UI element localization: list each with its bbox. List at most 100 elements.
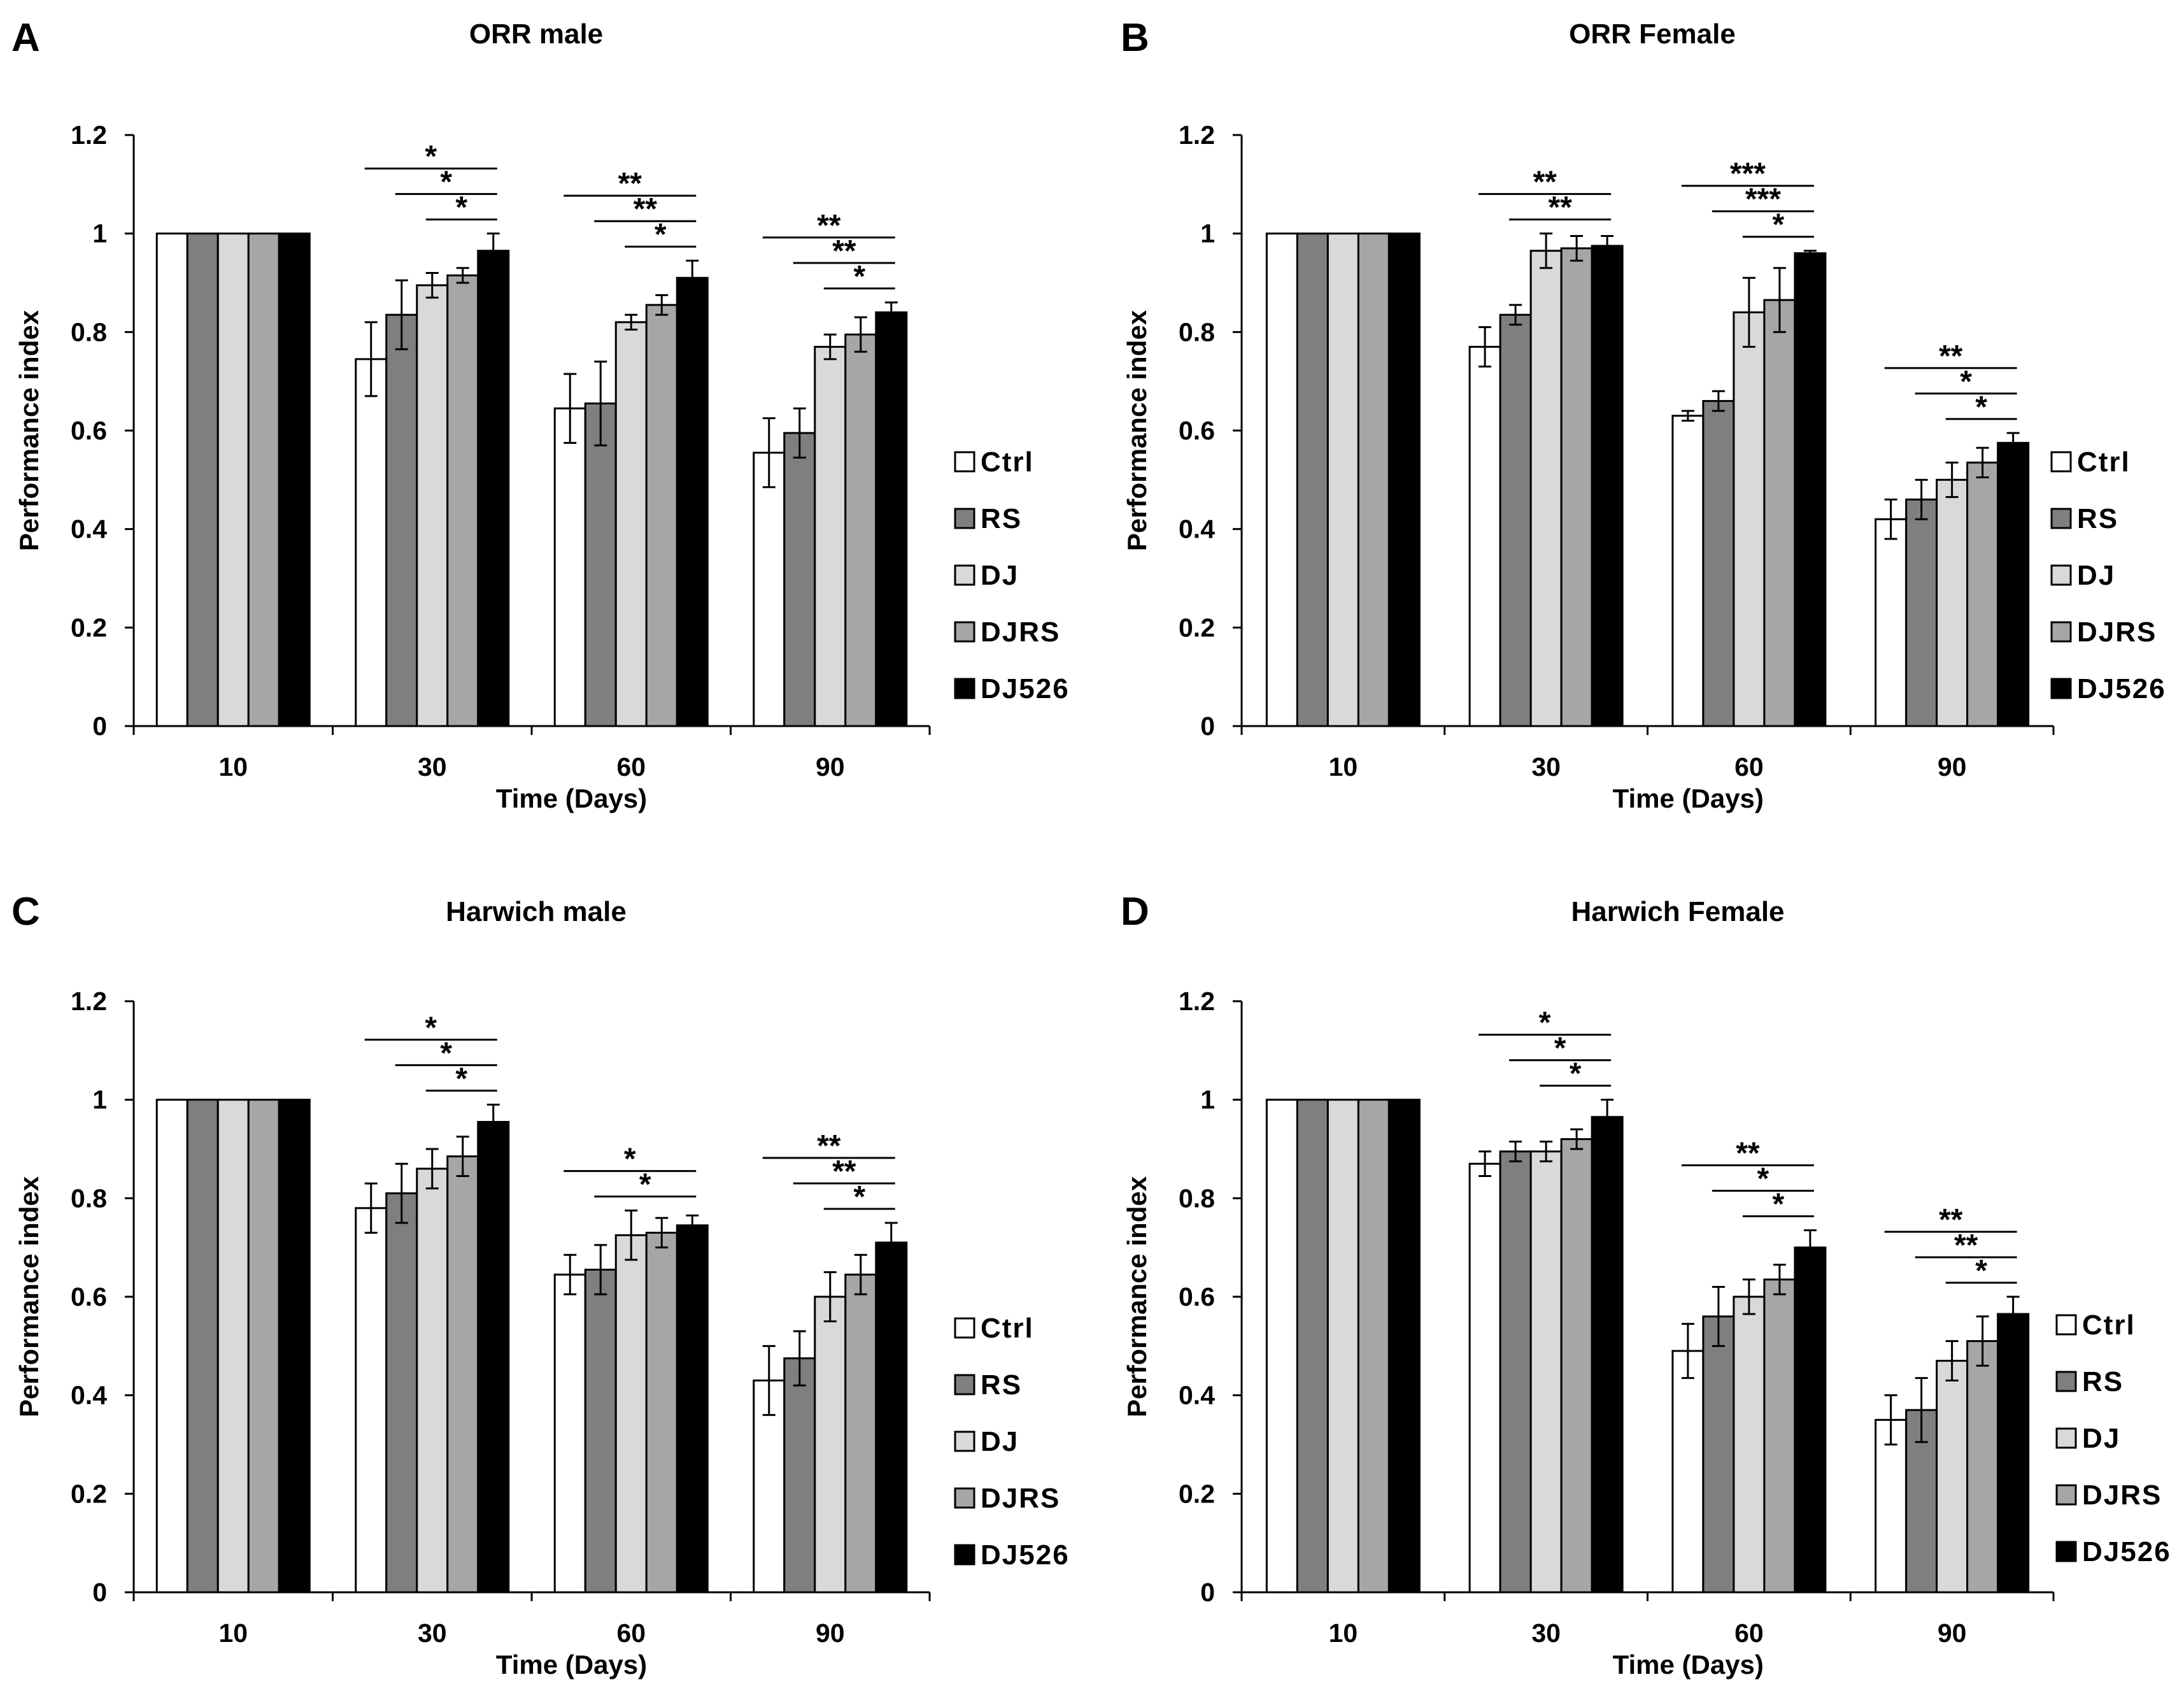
y-tick-label: 0 xyxy=(1200,1578,1215,1607)
error-bar-dj-30 xyxy=(425,1148,439,1190)
bar-rs-10 xyxy=(1296,1099,1329,1594)
error-bar-ctrl-90 xyxy=(762,417,776,489)
bar-djrs-10 xyxy=(1357,232,1390,727)
error-bar-ctrl-30 xyxy=(364,1182,378,1234)
y-axis-label: Performance index xyxy=(1122,1176,1152,1417)
bar-dj-60 xyxy=(614,321,648,727)
y-tick-label: 1.2 xyxy=(71,987,107,1016)
panel-letter: D xyxy=(1121,890,1149,934)
x-tick-label: 10 xyxy=(1329,752,1358,781)
significance-label: ** xyxy=(817,1129,841,1163)
chart-title: ORR male xyxy=(469,18,603,50)
error-bar-rs-90 xyxy=(793,1330,806,1387)
legend-swatch xyxy=(2055,1371,2077,1392)
y-tick-label: 0.6 xyxy=(71,1282,107,1311)
legend-swatch xyxy=(2055,1427,2077,1449)
bar-rs-60 xyxy=(1702,400,1735,727)
legend-label: RS xyxy=(981,503,1022,534)
bar-ctrl-30 xyxy=(1468,346,1501,727)
legend-label: DJ xyxy=(2077,560,2115,591)
significance-label: * xyxy=(1570,1057,1582,1091)
error-bar-dj526-30 xyxy=(486,1103,500,1141)
bar-dj526-60 xyxy=(676,1224,709,1594)
bar-ctrl-90 xyxy=(1875,518,1908,727)
significance-label: * xyxy=(455,1062,467,1095)
legend-item-dj526: DJ526 xyxy=(2050,673,2165,704)
bar-djrs-30 xyxy=(446,1155,479,1594)
legend-label: RS xyxy=(2082,1366,2124,1397)
legend-swatch xyxy=(2050,678,2072,699)
error-bar-dj-30 xyxy=(1540,1140,1553,1162)
bar-ctrl-10 xyxy=(155,1099,188,1594)
legend-label: DJRS xyxy=(2082,1480,2162,1511)
legend-swatch xyxy=(954,1431,975,1452)
bar-ctrl-60 xyxy=(553,407,586,727)
error-bar-dj526-90 xyxy=(884,301,898,324)
y-tick-label: 0.8 xyxy=(1179,317,1215,346)
bar-ctrl-30 xyxy=(1468,1162,1501,1594)
error-bar-dj526-30 xyxy=(1601,1099,1614,1136)
error-bar-ctrl-60 xyxy=(564,1253,577,1295)
x-tick-label: 30 xyxy=(1531,1618,1561,1648)
error-bar-dj526-60 xyxy=(1803,250,1817,257)
bar-djrs-30 xyxy=(1560,247,1593,727)
legend-label: Ctrl xyxy=(2082,1309,2136,1341)
significance-label: ** xyxy=(618,167,642,201)
bar-dj-60 xyxy=(1733,1295,1766,1594)
y-tick-label: 0.8 xyxy=(1179,1183,1215,1213)
error-bar-dj526-60 xyxy=(686,259,699,296)
x-axis-label: Time (Days) xyxy=(496,783,647,813)
y-tick-label: 0.6 xyxy=(71,416,107,445)
y-tick-label: 0.4 xyxy=(71,1381,107,1410)
error-bar-dj-90 xyxy=(1945,461,1959,498)
error-bar-dj-60 xyxy=(625,1209,638,1261)
bar-ctrl-10 xyxy=(155,232,188,727)
bar-ctrl-30 xyxy=(355,1207,388,1594)
bar-dj-30 xyxy=(1529,250,1563,727)
error-bar-rs-90 xyxy=(793,407,806,459)
error-bar-rs-60 xyxy=(1712,390,1725,412)
bar-ctrl-30 xyxy=(355,358,388,727)
panel-letter: B xyxy=(1121,16,1149,60)
significance-label: * xyxy=(624,1143,636,1176)
legend-swatch xyxy=(2050,621,2072,643)
error-bar-dj-60 xyxy=(1742,276,1755,348)
x-tick-label: 30 xyxy=(418,752,447,781)
legend-item-djrs: DJRS xyxy=(2050,617,2155,648)
legend-label: DJ xyxy=(2082,1423,2120,1454)
legend-item-dj526: DJ526 xyxy=(2055,1536,2170,1567)
significance-label: * xyxy=(1539,1006,1551,1040)
significance-label: * xyxy=(639,1168,651,1202)
error-bar-rs-30 xyxy=(1509,304,1522,326)
error-bar-djrs-90 xyxy=(854,316,867,353)
significance-label: * xyxy=(853,1180,865,1214)
significance-label: ** xyxy=(1939,1203,1963,1237)
significance-label: * xyxy=(1975,390,1987,424)
bar-dj526-30 xyxy=(1591,1116,1624,1594)
error-bar-djrs-90 xyxy=(1976,446,1989,478)
legend-swatch xyxy=(2050,451,2072,473)
bar-djrs-10 xyxy=(247,232,280,727)
y-tick-label: 0 xyxy=(92,711,107,741)
error-bar-ctrl-60 xyxy=(564,373,577,444)
bar-rs-10 xyxy=(186,232,219,727)
y-tick-label: 1 xyxy=(1200,1085,1215,1115)
x-tick-label: 60 xyxy=(1734,1618,1764,1648)
bar-rs-90 xyxy=(783,432,816,727)
y-axis-label: Performance index xyxy=(14,310,44,551)
legend-swatch xyxy=(2050,508,2072,529)
bar-djrs-30 xyxy=(446,274,479,727)
error-bar-djrs-60 xyxy=(1773,267,1786,333)
legend-label: DJ526 xyxy=(981,673,1070,704)
error-bar-dj526-90 xyxy=(2006,432,2020,454)
legend-swatch xyxy=(2055,1541,2077,1562)
y-tick-label: 0.6 xyxy=(1179,416,1215,445)
error-bar-ctrl-60 xyxy=(1681,1323,1694,1380)
y-tick-label: 0.2 xyxy=(1179,1479,1215,1508)
bar-rs-60 xyxy=(584,1268,617,1594)
x-tick-label: 60 xyxy=(616,752,646,781)
legend-swatch xyxy=(954,564,975,586)
significance-label: ** xyxy=(817,209,841,243)
